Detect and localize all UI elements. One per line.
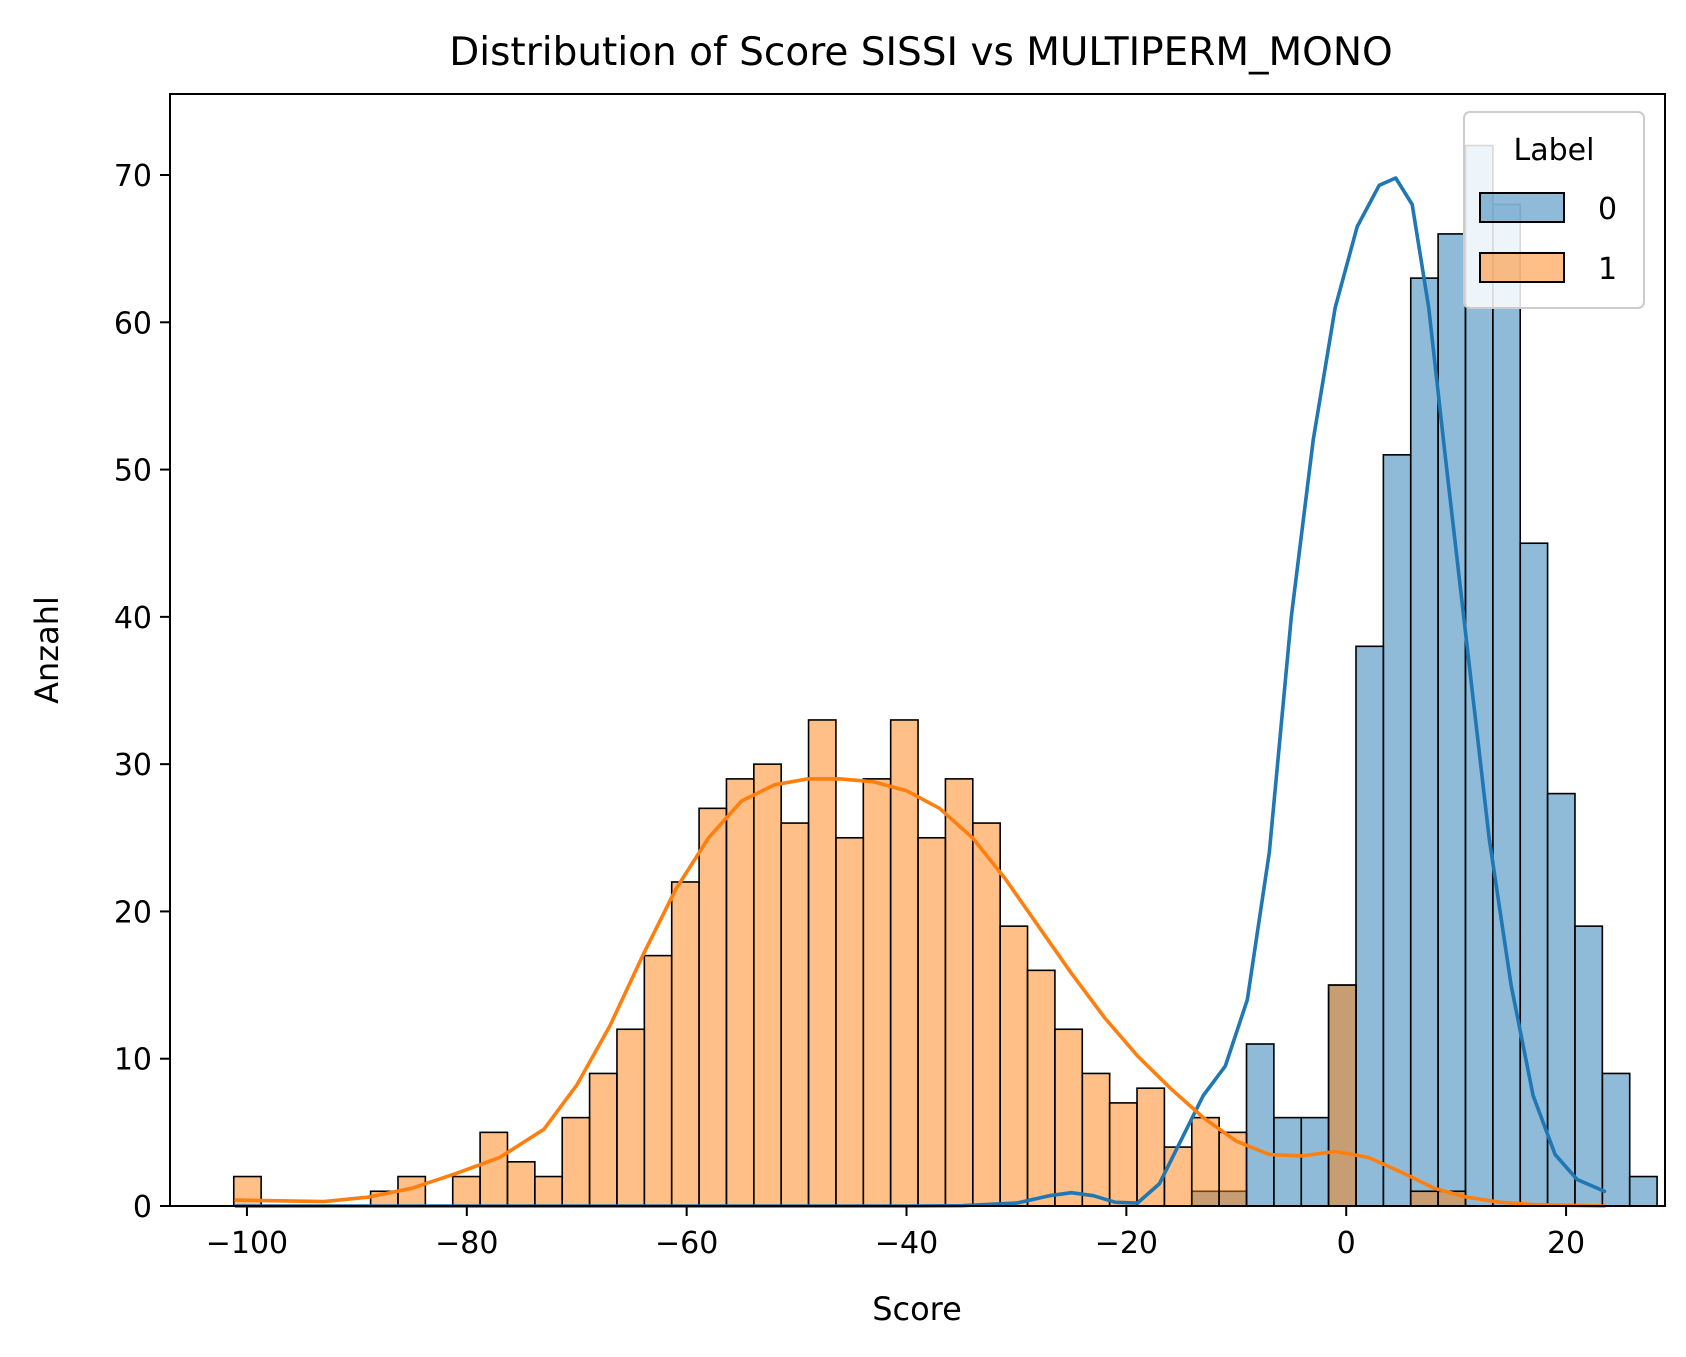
bar-series-1-bin-35: [1190, 1116, 1220, 1207]
bar-series-0-bin-42: [1382, 454, 1412, 1207]
legend-swatch-1: [1479, 252, 1565, 283]
bar-series-0-bin-37: [1245, 1043, 1275, 1207]
x-tick-label: −60: [655, 1226, 718, 1261]
bar-series-0-bin-47: [1519, 542, 1549, 1207]
bar-series-0-bin-50: [1601, 1072, 1631, 1207]
y-tick-label: 60: [114, 306, 152, 341]
bar-series-1-bin-34: [1163, 1146, 1193, 1207]
bar-series-1-bin-31: [1081, 1072, 1111, 1207]
bar-series-1-bin-9: [479, 1131, 509, 1207]
y-tick-label: 30: [114, 748, 152, 783]
x-tick-label: 0: [1337, 1226, 1356, 1261]
legend-title: Label: [1514, 133, 1595, 168]
kde-layer: [234, 176, 1607, 1208]
series-0-bars: [1190, 144, 1658, 1207]
bar-series-0-bin-39: [1300, 1116, 1330, 1207]
bar-series-1-bin-20: [780, 822, 810, 1207]
bar-series-1-bin-30: [1054, 1028, 1084, 1207]
bar-series-1-bin-28: [999, 925, 1029, 1207]
bar-series-1-bin-16: [670, 881, 700, 1207]
bar-series-1-bin-23: [862, 778, 892, 1207]
bar-series-1-bin-29: [1026, 969, 1056, 1207]
y-tick-label: 10: [114, 1043, 152, 1078]
bar-series-1-bin-24: [889, 719, 919, 1207]
bar-series-1-bin-15: [643, 954, 673, 1207]
bar-series-1-bin-11: [534, 1175, 564, 1207]
legend-swatch-0: [1479, 192, 1565, 223]
legend-label-1: 1: [1598, 252, 1617, 287]
y-tick-label: 70: [114, 159, 152, 194]
bar-series-0-bin-48: [1546, 792, 1576, 1207]
x-tick-label: 20: [1547, 1226, 1585, 1261]
bar-series-1-bin-40: [1327, 984, 1357, 1207]
x-axis-title: Score: [872, 1290, 962, 1328]
bar-series-0-bin-49: [1574, 925, 1604, 1207]
bar-series-1-bin-43: [1409, 1190, 1439, 1207]
bar-series-1-bin-27: [971, 822, 1001, 1207]
bar-series-1-bin-12: [561, 1116, 591, 1207]
y-tick-label: 20: [114, 895, 152, 930]
kde-line-series-0: [234, 176, 1607, 1208]
bar-series-1-bin-13: [588, 1072, 618, 1207]
y-tick-label: 40: [114, 601, 152, 636]
kde-line-series-1: [234, 777, 1607, 1208]
y-tick-label: 50: [114, 454, 152, 489]
x-tick-label: −20: [1095, 1226, 1158, 1261]
bar-series-1-bin-25: [917, 836, 947, 1207]
bar-series-0-bin-46: [1492, 203, 1522, 1207]
bar-series-1-bin-17: [698, 807, 728, 1207]
bar-series-1-bin-18: [725, 778, 755, 1207]
bar-series-1-bin-22: [835, 836, 865, 1207]
bar-series-1-bin-21: [807, 719, 837, 1207]
bar-series-1-bin-19: [753, 763, 782, 1207]
chart-title: Distribution of Score SISSI vs MULTIPERM…: [449, 30, 1393, 75]
plot-frame: [169, 93, 1666, 1207]
bar-series-0-bin-38: [1273, 1116, 1303, 1207]
bars-layer: [232, 144, 1658, 1207]
bar-series-1-bin-26: [944, 778, 974, 1207]
bar-series-0-bin-41: [1355, 645, 1385, 1207]
bar-series-1-bin-33: [1136, 1087, 1166, 1207]
legend-label-0: 0: [1598, 192, 1617, 227]
x-tick-label: −100: [206, 1226, 288, 1261]
bar-series-1-bin-14: [616, 1028, 646, 1207]
bar-series-1-bin-32: [1108, 1102, 1138, 1207]
x-axis: −100 −80 −60 −40 −20 0 20: [206, 1206, 1585, 1261]
bar-series-1-bin-8: [451, 1175, 481, 1207]
x-tick-label: −40: [875, 1226, 938, 1261]
bar-series-0-bin-44: [1437, 233, 1467, 1207]
y-axis-title: Anzahl: [28, 596, 66, 704]
bar-series-0-bin-43: [1409, 277, 1439, 1207]
x-tick-label: −80: [435, 1226, 498, 1261]
y-axis: 0 10 20 30 40 50 60 70: [114, 159, 170, 1225]
bar-series-1-bin-10: [506, 1161, 536, 1207]
y-tick-label: 0: [133, 1190, 152, 1225]
bar-series-0-bin-51: [1628, 1175, 1658, 1207]
